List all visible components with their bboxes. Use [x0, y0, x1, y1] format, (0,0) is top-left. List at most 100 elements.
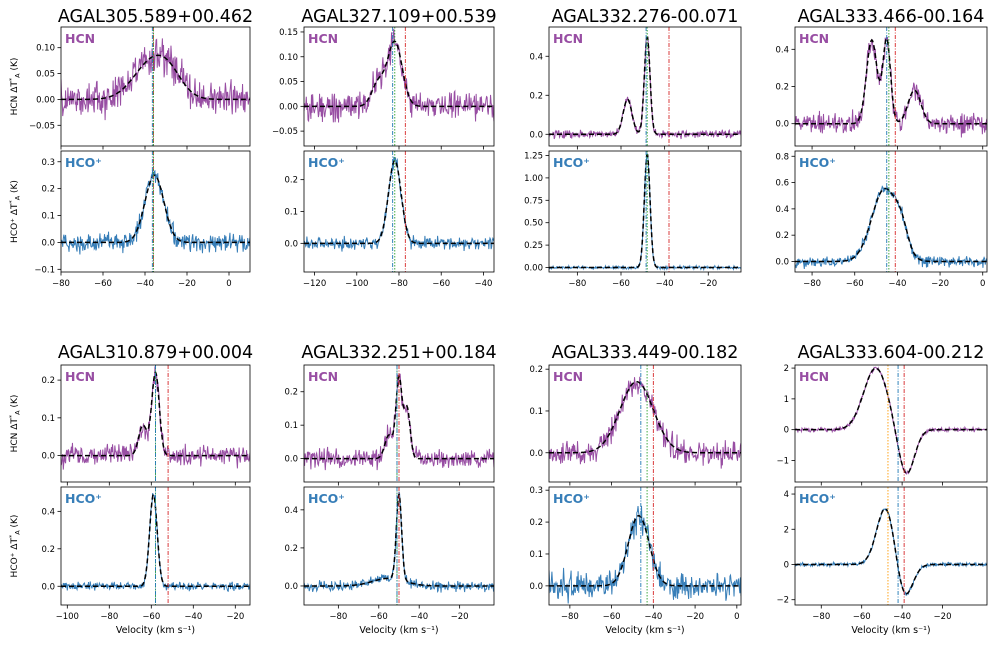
- y-tick-label: 0.2: [529, 518, 543, 528]
- y-tick-label: 0.05: [36, 70, 55, 80]
- x-axis-label: Velocity (km s⁻¹): [605, 625, 684, 636]
- hco-plot-area: [304, 487, 494, 605]
- y-tick-label: 0.6: [775, 179, 789, 189]
- hcn-tag: HCN: [799, 369, 829, 384]
- y-tick-label: 0.0: [529, 582, 543, 592]
- hco-plot-area: [795, 151, 987, 272]
- fit-line: [549, 380, 741, 454]
- x-axis-label: Velocity (km s⁻¹): [851, 625, 930, 636]
- hcn-plot-area: [304, 27, 494, 146]
- panel-title: AGAL333.604-00.212: [798, 343, 985, 363]
- x-tick-label: −20: [178, 279, 196, 289]
- y-tick-label: 1: [784, 395, 789, 405]
- axes-frame: [60, 26, 251, 147]
- hco-tag: HCO⁺: [553, 491, 590, 506]
- x-tick-label: −20: [686, 612, 704, 622]
- y-tick-label: 0.2: [529, 91, 543, 101]
- axes-frame: [794, 364, 988, 483]
- hcn-tag: HCN: [553, 31, 583, 46]
- axes-frame: [303, 26, 495, 147]
- panel-title: AGAL332.251+00.184: [301, 343, 496, 363]
- x-tick-label: −60: [603, 612, 621, 622]
- x-tick-label: −80: [52, 279, 70, 289]
- y-tick-label: 0.0: [41, 452, 55, 462]
- x-tick-label: −40: [474, 279, 492, 289]
- hco-tag: HCO⁺: [308, 155, 345, 170]
- y-tick-label: 0.1: [41, 212, 55, 222]
- hcn-plot-area: [795, 365, 987, 482]
- x-tick-label: −20: [699, 279, 717, 289]
- y-tick-label: 0.50: [524, 219, 543, 229]
- hco-tag: HCO⁺: [65, 491, 102, 506]
- axes-frame: [60, 486, 251, 606]
- x-tick-label: −80: [803, 279, 821, 289]
- y-tick-label: 0.4: [775, 45, 789, 55]
- axes-frame: [794, 26, 988, 147]
- fit-line: [795, 187, 987, 263]
- y-tick-label: 0.1: [41, 414, 55, 424]
- x-tick-label: −80: [561, 612, 579, 622]
- axes-frame: [60, 364, 251, 483]
- hco-spectrum-line: [795, 507, 987, 597]
- hco-subplot: 0.0 0.2 0.4 −100 −80 −60 −40 −20 HCO⁺ HCO⁺ ΔT*A (…: [8, 486, 251, 636]
- y-tick-label: −1: [776, 456, 789, 466]
- x-tick-label: −80: [329, 612, 347, 622]
- axes-frame: [60, 150, 251, 273]
- y-tick-label: 0.2: [284, 544, 298, 554]
- hco-tag: HCO⁺: [799, 491, 836, 506]
- hco-tag: HCO⁺: [65, 155, 102, 170]
- x-tick-label: −60: [94, 279, 112, 289]
- hcn-y-axis-label: HCN ΔT*A (K): [8, 395, 22, 453]
- hco-subplot: 0.0 0.2 0.4 0.6 0.8 −80 −60 −40 −20 0 HCO⁺: [775, 150, 988, 289]
- panel-0: AGAL305.589+00.462−0.050.000.050.10HCNHC…: [8, 7, 254, 289]
- x-axis-label: Velocity (km s⁻¹): [116, 625, 195, 636]
- hcn-spectrum-line: [61, 38, 250, 121]
- x-tick-label: −80: [812, 612, 830, 622]
- x-tick-label: −40: [656, 279, 674, 289]
- hcn-tag: HCN: [308, 31, 338, 46]
- x-tick-label: −80: [568, 279, 586, 289]
- panel-5: AGAL332.251+00.184 0.0 0.1 0.2 HCN 0.0 0.2 0.4 −…: [284, 343, 496, 636]
- y-tick-label: 0.2: [41, 545, 55, 555]
- y-tick-label: 0.0: [775, 120, 789, 130]
- hcn-spectrum-line: [549, 376, 741, 469]
- hcn-subplot: −1 0 1 2 HCN: [776, 364, 988, 486]
- x-tick-label: −40: [184, 612, 202, 622]
- hco-subplot: 0.0 0.1 0.2 −120 −100 −80 −60 −40 HCO⁺: [284, 150, 495, 289]
- y-tick-label: 1.25: [524, 151, 543, 161]
- hco-subplot: 0.00 0.25 0.50 0.75 1.00 1.25 −80 −60 −40 −20 HCO⁺: [524, 150, 742, 289]
- x-tick-label: 0: [980, 279, 985, 289]
- hcn-subplot: 0.0 0.1 0.2 HCN: [284, 364, 495, 486]
- hco-subplot: 0.0 0.1 0.2 0.3 −80 −60 −40 −20 0 HCO⁺ Velocity (k…: [529, 486, 742, 636]
- y-tick-label: 0.4: [775, 205, 789, 215]
- y-tick-label: 0.1: [284, 208, 298, 218]
- hco-spectrum-line: [304, 156, 494, 252]
- hcn-subplot: 0.0 0.2 0.4 HCN: [775, 26, 988, 150]
- y-tick-label: 0.00: [279, 102, 298, 112]
- axes-frame: [548, 486, 742, 606]
- axes-frame: [303, 486, 495, 606]
- axes-frame: [548, 150, 742, 273]
- hcn-plot-area: [795, 27, 987, 146]
- x-tick-label: −40: [893, 612, 911, 622]
- y-tick-label: 0.1: [529, 550, 543, 560]
- hcn-subplot: 0.0 0.2 0.4 HCN: [529, 26, 742, 150]
- hcn-subplot: 0.0 0.1 0.2 HCN: [529, 364, 742, 486]
- y-tick-label: 0.10: [279, 53, 298, 63]
- hco-tag: HCO⁺: [553, 155, 590, 170]
- hcn-y-axis-label: HCN ΔT*A (K): [8, 58, 22, 116]
- y-tick-label: −0.05: [29, 121, 55, 131]
- hco-tag: HCO⁺: [308, 491, 345, 506]
- panel-title: AGAL310.879+00.004: [58, 343, 253, 363]
- panel-4: AGAL310.879+00.004 0.0 0.1 0.2 HCN HCN ΔT*A (…: [8, 343, 254, 636]
- panel-3: AGAL333.466-00.1640.00.20.4HCN0.00.20.40…: [775, 7, 988, 289]
- axes-frame: [548, 26, 742, 147]
- panel-title: AGAL332.276-00.071: [552, 7, 739, 27]
- x-tick-label: −120: [303, 279, 326, 289]
- x-tick-label: 0: [734, 612, 739, 622]
- x-axis-label: Velocity (km s⁻¹): [359, 625, 438, 636]
- fit-line: [795, 508, 987, 595]
- y-tick-label: 0.2: [284, 176, 298, 186]
- y-tick-label: 0.2: [284, 388, 298, 398]
